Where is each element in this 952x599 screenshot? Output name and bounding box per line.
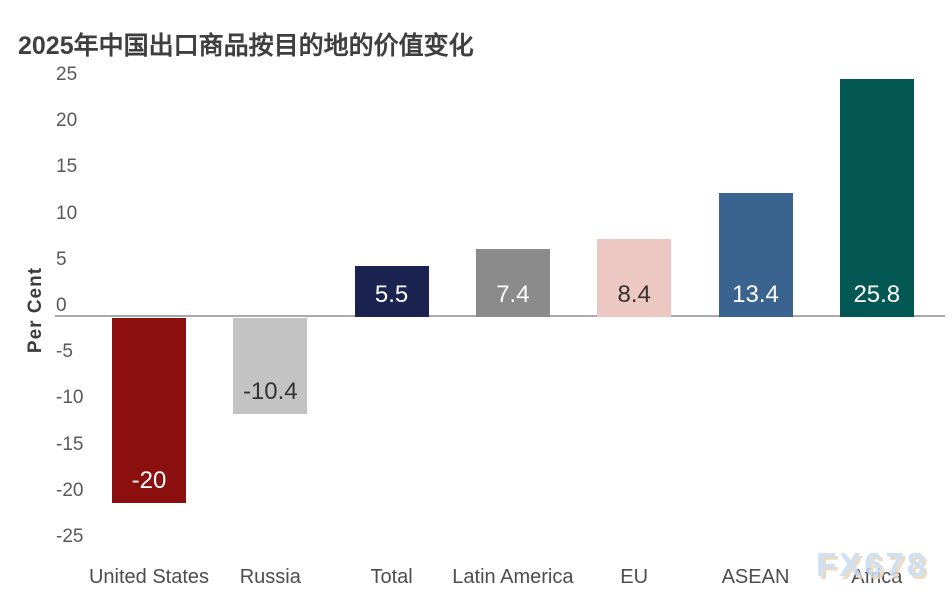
y-tick-20: 20 — [56, 110, 78, 132]
bar-latin-america: 7.4 — [475, 248, 550, 317]
bar-value-label: 8.4 — [617, 280, 651, 308]
category-label-africa: Africa — [851, 566, 903, 588]
category-label-russia: Russia — [239, 566, 301, 588]
category-label-asean: ASEAN — [721, 566, 790, 588]
y-tick--25: -25 — [56, 526, 84, 547]
category-label-latin-america: Latin America — [452, 566, 574, 588]
y-tick--20: -20 — [56, 479, 84, 501]
bar-russia: -10.4 — [233, 318, 308, 415]
bar-asean: 13.4 — [718, 193, 793, 317]
y-tick-15: 15 — [56, 156, 78, 178]
bar-united-states: -20 — [112, 318, 186, 503]
y-tick-25: 25 — [56, 64, 78, 85]
y-tick--15: -15 — [56, 433, 84, 455]
bar-value-label: 25.8 — [853, 280, 901, 308]
bar-value-label: 5.5 — [374, 280, 409, 308]
y-tick--10: -10 — [56, 387, 84, 409]
category-label-united-states: United States — [88, 566, 210, 588]
y-axis-title: Per Cent — [25, 266, 46, 354]
category-label-total: Total — [370, 566, 413, 588]
y-tick-0: 0 — [56, 295, 67, 316]
bar-value-label: 13.4 — [732, 280, 779, 308]
y-tick-10: 10 — [56, 202, 78, 224]
bar-value-label: -20 — [131, 466, 167, 494]
bar-eu: 8.4 — [597, 239, 672, 317]
bar-total: 5.5 — [354, 266, 429, 317]
watermark: FX678 — [816, 546, 929, 583]
bar-value-label: -10.4 — [242, 378, 298, 406]
y-tick--5: -5 — [56, 341, 73, 363]
category-label-eu: EU — [620, 566, 649, 588]
bar-africa: 25.8 — [839, 78, 914, 317]
bar-value-label: 7.4 — [496, 280, 530, 308]
chart-title: 2025年中国出口商品按目的地的价值变化 — [18, 32, 474, 60]
y-tick-5: 5 — [56, 248, 67, 270]
